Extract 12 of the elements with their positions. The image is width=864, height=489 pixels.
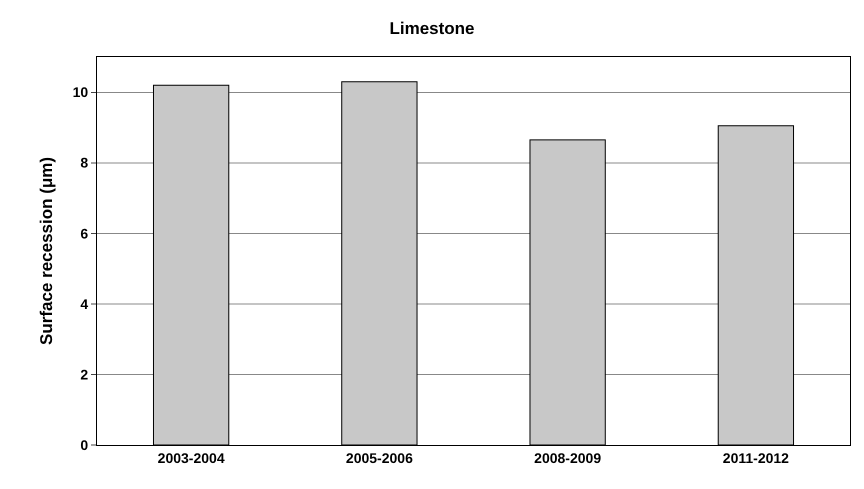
y-tick-label: 2 bbox=[80, 366, 88, 382]
y-tick-label: 8 bbox=[80, 154, 88, 171]
x-tick-label: 2008-2009 bbox=[534, 450, 602, 466]
y-tick-label: 0 bbox=[80, 436, 88, 453]
y-tick-label: 4 bbox=[80, 296, 88, 312]
x-tick-label: 2011-2012 bbox=[722, 450, 790, 466]
y-axis-title: Surface recession (μm) bbox=[37, 156, 56, 346]
x-tick-label: 2003-2004 bbox=[158, 450, 225, 466]
y-tick-label: 10 bbox=[72, 84, 88, 100]
chart-title: Limestone bbox=[389, 18, 475, 38]
x-tick-label: 2005-2006 bbox=[346, 450, 414, 466]
y-tick-label: 6 bbox=[80, 225, 88, 242]
